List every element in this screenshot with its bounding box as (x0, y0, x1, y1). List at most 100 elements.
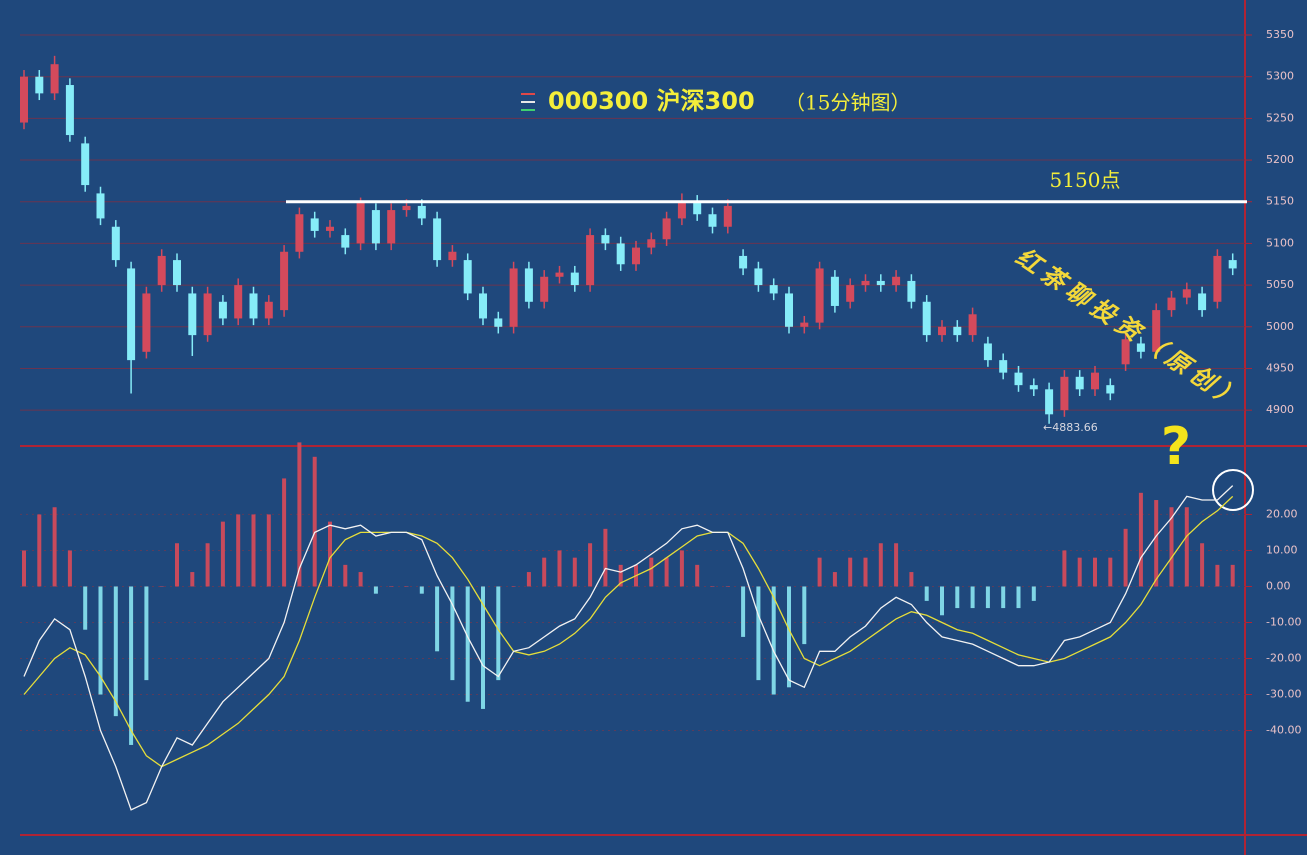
candle-body (326, 226, 334, 231)
candle-body (157, 255, 166, 286)
question-annotation: ? (1161, 417, 1191, 477)
candle-body (983, 343, 992, 361)
candle-body (815, 268, 824, 323)
macd-bar (465, 586, 470, 702)
candle-body (693, 201, 702, 215)
candle-body (1136, 343, 1145, 352)
candle-body (35, 76, 44, 94)
macd-bar (373, 586, 378, 594)
macd-bar (695, 564, 700, 587)
candle-body (1121, 339, 1130, 365)
candle-body (295, 214, 304, 252)
macd-bar (190, 572, 195, 587)
macd-bar (710, 586, 715, 587)
candle-body (249, 293, 258, 319)
dif-line (23, 485, 1234, 811)
macd-bar (297, 442, 302, 587)
macd-bar (649, 557, 654, 587)
candle-body (616, 243, 625, 265)
macd-bar (802, 586, 807, 645)
candle-body (754, 268, 763, 286)
candle-body (785, 293, 793, 327)
candle-body (96, 193, 105, 219)
macd-bar (679, 550, 684, 587)
candle-body (81, 143, 90, 186)
macd-bar (1230, 564, 1235, 587)
candle-body (356, 201, 365, 244)
macd-bar (205, 543, 210, 587)
title-icon (521, 93, 535, 111)
candle-body (1045, 389, 1054, 415)
macd-bar (832, 572, 837, 587)
candle-body (1167, 297, 1176, 311)
candle-body (509, 268, 518, 327)
macd-bar (266, 514, 271, 587)
candle-body (188, 293, 197, 336)
macd-bar (526, 572, 531, 587)
low-label: ←4883.66 (1043, 421, 1098, 434)
candle-body (417, 205, 426, 219)
macd-bar (236, 514, 241, 587)
macd-bar (220, 521, 225, 587)
candle-body (264, 301, 273, 319)
macd-bar (1169, 507, 1174, 587)
macd-bar (22, 550, 26, 587)
macd-bar (419, 586, 424, 594)
candle-body (142, 293, 151, 352)
candle-body (433, 218, 442, 261)
macd-bar (129, 586, 134, 745)
macd-bar (1184, 507, 1189, 587)
macd-bar (1154, 500, 1159, 587)
candle-body (1014, 372, 1023, 386)
macd-bar (787, 586, 791, 688)
candle-body (463, 260, 472, 294)
macd-bar (588, 543, 593, 587)
y-tick-label: 5150 (1266, 195, 1294, 208)
candle-body (632, 247, 640, 265)
y-tick-label: -40.00 (1266, 724, 1301, 737)
candle-body (647, 239, 656, 248)
macd-bar (1047, 586, 1052, 587)
candle-body (203, 293, 212, 336)
candle-body (907, 280, 916, 302)
candle-body (540, 276, 549, 302)
dea-line (23, 495, 1234, 768)
y-tick-label: -30.00 (1266, 688, 1301, 701)
candle-body (876, 280, 885, 286)
candle-body (402, 205, 411, 211)
candle-body (50, 64, 59, 94)
macd-bar (1016, 586, 1021, 609)
y-tick-label: 5050 (1266, 278, 1294, 291)
candle-body (892, 276, 901, 286)
macd-bar (817, 557, 822, 587)
candle-body (1198, 293, 1207, 311)
candle-body (723, 205, 732, 227)
candle-body (846, 285, 855, 302)
y-tick-label: 0.00 (1266, 579, 1291, 592)
macd-bar (343, 564, 348, 587)
y-tick-label: 5250 (1266, 111, 1294, 124)
macd-bar (603, 528, 608, 587)
y-tick-label: 20.00 (1266, 507, 1298, 520)
candle-body (968, 314, 977, 336)
candle-body (173, 260, 181, 286)
candle-body (601, 235, 610, 244)
highlight-circle (1212, 469, 1254, 511)
macd-bar (312, 456, 317, 587)
macd-bar (924, 586, 929, 601)
candle-body (1075, 376, 1084, 390)
candle-body (1029, 385, 1038, 390)
candle-body (662, 218, 671, 240)
macd-bar (435, 586, 440, 652)
candle-body (65, 85, 74, 136)
macd-bar (251, 514, 256, 587)
macd-bar (1215, 564, 1220, 587)
macd-bar (511, 586, 516, 587)
candle-body (800, 322, 809, 327)
macd-bar (83, 586, 88, 630)
candle-body (999, 360, 1008, 373)
macd-bar (328, 521, 332, 587)
macd-bar (113, 586, 118, 717)
macd-bar (940, 586, 944, 616)
